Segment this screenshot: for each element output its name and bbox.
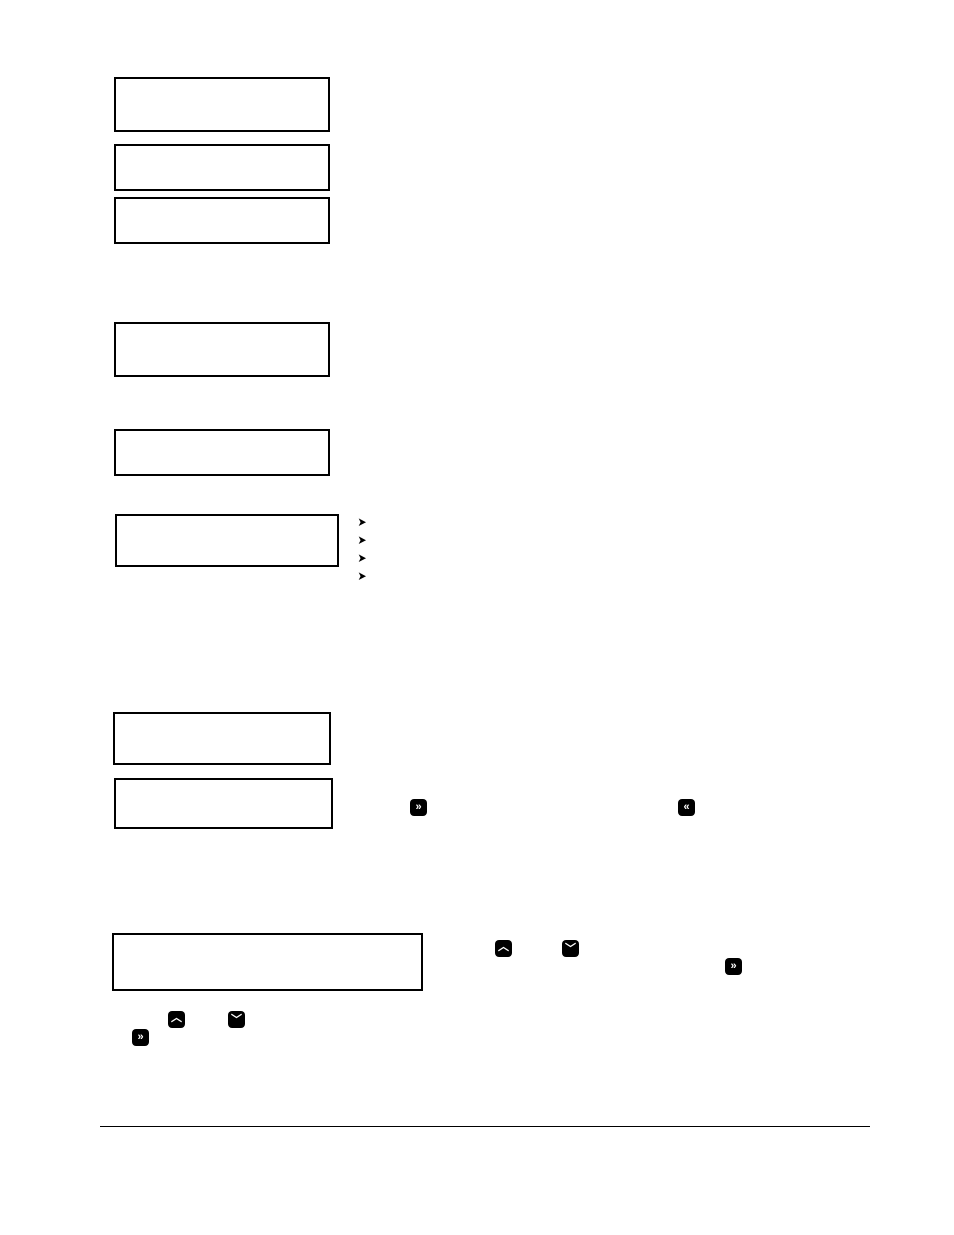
- box-4: [114, 322, 330, 377]
- double-chevron-right-icon: »: [132, 1029, 149, 1046]
- chevron-up-icon: ︿: [495, 940, 512, 957]
- box-2: [114, 144, 330, 191]
- horizontal-rule: [100, 1126, 870, 1127]
- list-arrow-icon: [357, 549, 367, 567]
- box-9: [112, 933, 423, 991]
- list-arrow-icon: [357, 513, 367, 531]
- double-chevron-right-icon: »: [410, 799, 427, 816]
- chevron-down-icon: ﹀: [228, 1011, 245, 1028]
- box-6: [115, 514, 339, 567]
- page: » « ︿ ﹀ » ︿ ﹀ »: [0, 0, 954, 1235]
- box-5: [114, 429, 330, 476]
- double-chevron-right-icon: »: [725, 958, 742, 975]
- box-3: [114, 197, 330, 244]
- chevron-up-icon: ︿: [168, 1011, 185, 1028]
- box-8: [114, 778, 333, 829]
- chevron-down-icon: ﹀: [562, 940, 579, 957]
- box-7: [113, 712, 331, 765]
- double-chevron-left-icon: «: [678, 799, 695, 816]
- box-1: [114, 77, 330, 132]
- list-arrow-icon: [357, 531, 367, 549]
- list-arrow-icon: [357, 567, 367, 585]
